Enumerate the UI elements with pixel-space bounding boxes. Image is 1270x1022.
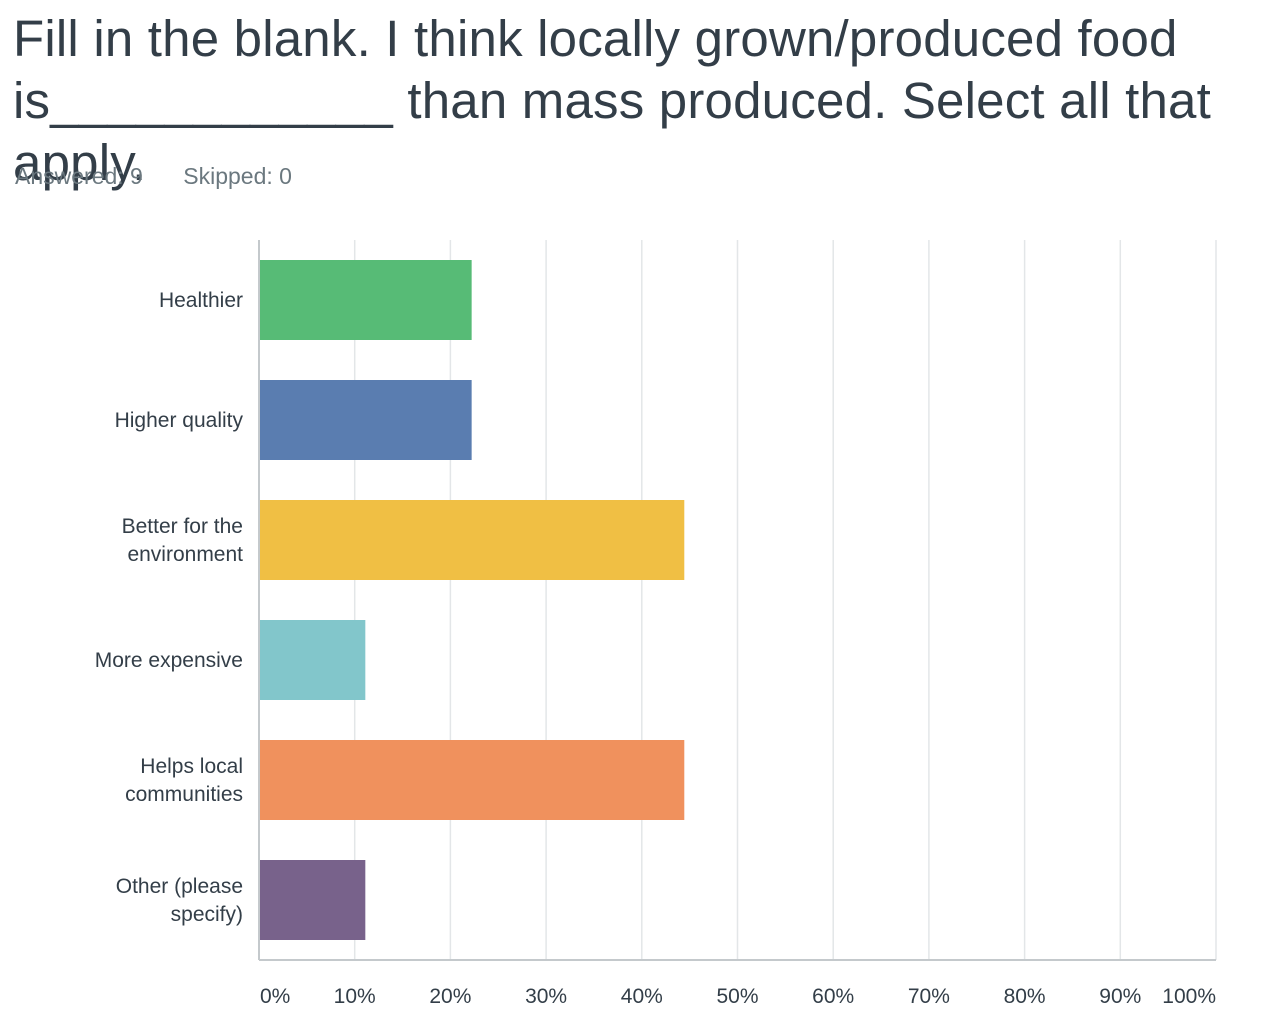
x-tick-label: 0%: [260, 985, 290, 1008]
bar: [259, 260, 472, 340]
x-tick-label: 40%: [621, 985, 663, 1008]
bar: [259, 500, 685, 580]
x-tick-label: 30%: [525, 985, 567, 1008]
x-tick-label: 60%: [812, 985, 854, 1008]
response-stats: Answered: 9 Skipped: 0: [15, 163, 292, 190]
x-tick-label: 80%: [1004, 985, 1046, 1008]
bar: [259, 740, 685, 820]
skipped-count: Skipped: 0: [183, 163, 292, 189]
category-label-line: Helps local: [140, 755, 243, 778]
x-tick-label: 90%: [1099, 985, 1141, 1008]
category-label-line: specify): [171, 903, 243, 926]
category-label-line: Other (please: [116, 875, 243, 898]
category-label-line: Better for the: [122, 515, 243, 538]
category-label-line: communities: [125, 783, 243, 806]
category-label: Higher quality: [115, 409, 244, 432]
category-label: Healthier: [159, 289, 243, 312]
x-tick-label: 50%: [716, 985, 758, 1008]
question-title: Fill in the blank. I think locally grown…: [13, 10, 1211, 191]
category-label-line: environment: [127, 543, 243, 566]
category-label: More expensive: [95, 649, 243, 672]
category-label: Better for the environment: [122, 515, 244, 566]
bar: [259, 380, 472, 460]
answered-count: Answered: 9: [15, 163, 143, 189]
category-label-line: More expensive: [95, 649, 243, 672]
x-tick-label: 20%: [429, 985, 471, 1008]
category-label: Other (please specify): [116, 875, 243, 926]
category-label: Helps local communities: [125, 755, 243, 806]
bar: [259, 860, 366, 940]
x-tick-label: 100%: [1162, 985, 1216, 1008]
category-label-line: Higher quality: [115, 409, 244, 432]
x-tick-label: 10%: [334, 985, 376, 1008]
x-tick-label: 70%: [908, 985, 950, 1008]
bar: [259, 620, 366, 700]
category-label-line: Healthier: [159, 289, 243, 312]
